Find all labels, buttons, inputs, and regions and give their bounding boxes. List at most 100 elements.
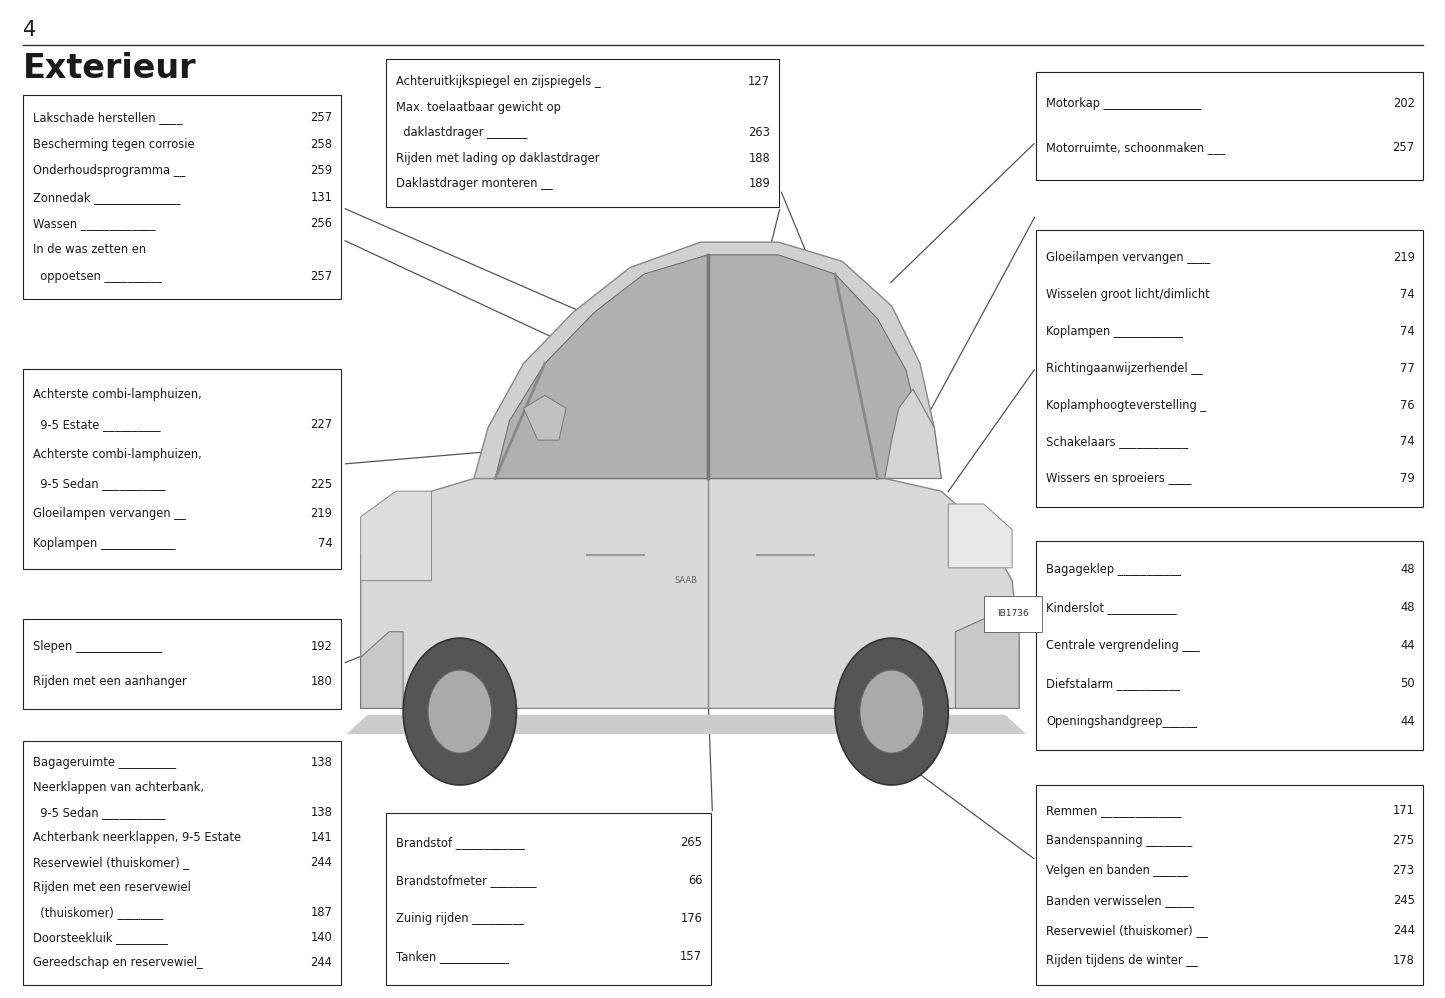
Text: Reservewiel (thuiskomer) _: Reservewiel (thuiskomer) _ (33, 856, 189, 869)
Text: 157: 157 (681, 949, 702, 963)
Text: 77: 77 (1400, 361, 1415, 375)
Text: Motorruimte, schoonmaken ___: Motorruimte, schoonmaken ___ (1046, 141, 1225, 155)
Text: 9-5 Sedan ___________: 9-5 Sedan ___________ (33, 477, 166, 491)
Text: 245: 245 (1393, 893, 1415, 907)
Text: Achteruitkijkspiegel en zijspiegels _: Achteruitkijkspiegel en zijspiegels _ (396, 75, 601, 88)
Text: In de was zetten en: In de was zetten en (33, 244, 146, 256)
Text: daklastdrager _______: daklastdrager _______ (396, 126, 527, 140)
Text: Motorkap _________________: Motorkap _________________ (1046, 97, 1202, 111)
Text: Wassen _____________: Wassen _____________ (33, 217, 156, 230)
Text: 227: 227 (311, 417, 332, 431)
Text: 244: 244 (1393, 923, 1415, 937)
Text: Schakelaars ____________: Schakelaars ____________ (1046, 435, 1188, 448)
Text: Banden verwisselen _____: Banden verwisselen _____ (1046, 893, 1194, 907)
Text: Velgen en banden ______: Velgen en banden ______ (1046, 863, 1188, 877)
Text: 66: 66 (688, 873, 702, 887)
Text: Richtingaanwijzerhendel __: Richtingaanwijzerhendel __ (1046, 361, 1202, 375)
Text: oppoetsen __________: oppoetsen __________ (33, 269, 162, 282)
FancyBboxPatch shape (23, 619, 341, 709)
Text: 48: 48 (1400, 563, 1415, 577)
Text: 141: 141 (311, 831, 332, 844)
Text: 219: 219 (1393, 251, 1415, 264)
Text: Achterste combi-lamphuizen,: Achterste combi-lamphuizen, (33, 447, 202, 461)
Text: 74: 74 (1400, 435, 1415, 448)
Text: 138: 138 (311, 806, 332, 819)
Text: Rijden met een reservewiel: Rijden met een reservewiel (33, 881, 191, 894)
FancyBboxPatch shape (23, 95, 341, 299)
Text: 258: 258 (311, 138, 332, 151)
Text: 4: 4 (23, 20, 36, 40)
Text: 178: 178 (1393, 953, 1415, 967)
Text: Brandstofmeter ________: Brandstofmeter ________ (396, 873, 536, 887)
Text: Tanken ____________: Tanken ____________ (396, 949, 509, 963)
Text: 259: 259 (311, 165, 332, 178)
FancyBboxPatch shape (1036, 541, 1423, 750)
Text: Slepen _______________: Slepen _______________ (33, 640, 162, 653)
Text: Zuinig rijden _________: Zuinig rijden _________ (396, 911, 525, 925)
Text: Rijden met lading op daklastdrager: Rijden met lading op daklastdrager (396, 152, 600, 165)
Text: Bandenspanning ________: Bandenspanning ________ (1046, 833, 1192, 847)
Text: Lakschade herstellen ____: Lakschade herstellen ____ (33, 112, 182, 125)
Text: Exterieur: Exterieur (23, 52, 197, 85)
Text: 140: 140 (311, 931, 332, 944)
Text: 74: 74 (1400, 288, 1415, 301)
Text: 219: 219 (311, 507, 332, 521)
Text: Max. toelaatbaar gewicht op: Max. toelaatbaar gewicht op (396, 101, 561, 114)
Text: Gereedschap en reservewiel_: Gereedschap en reservewiel_ (33, 956, 202, 969)
Text: Achterste combi-lamphuizen,: Achterste combi-lamphuizen, (33, 387, 202, 401)
Text: 138: 138 (311, 756, 332, 769)
Text: Doorsteekluik _________: Doorsteekluik _________ (33, 931, 168, 944)
Text: Reservewiel (thuiskomer) __: Reservewiel (thuiskomer) __ (1046, 923, 1208, 937)
FancyBboxPatch shape (23, 741, 341, 985)
Text: 263: 263 (749, 126, 770, 140)
Text: 171: 171 (1393, 803, 1415, 817)
Text: Remmen ______________: Remmen ______________ (1046, 803, 1182, 817)
Text: 9-5 Estate __________: 9-5 Estate __________ (33, 417, 160, 431)
Text: 225: 225 (311, 477, 332, 491)
Text: Kinderslot ____________: Kinderslot ____________ (1046, 601, 1176, 615)
Text: Koplampen ____________: Koplampen ____________ (1046, 325, 1183, 338)
FancyBboxPatch shape (386, 813, 711, 985)
Text: 44: 44 (1400, 715, 1415, 729)
Text: 79: 79 (1400, 472, 1415, 485)
Text: 131: 131 (311, 191, 332, 204)
Text: Bagageklep ___________: Bagageklep ___________ (1046, 563, 1181, 577)
Text: 244: 244 (311, 856, 332, 869)
FancyBboxPatch shape (386, 59, 779, 207)
Text: 189: 189 (749, 178, 770, 191)
Text: Centrale vergrendeling ___: Centrale vergrendeling ___ (1046, 639, 1199, 653)
Text: Brandstof ____________: Brandstof ____________ (396, 835, 525, 849)
Text: Rijden tijdens de winter __: Rijden tijdens de winter __ (1046, 953, 1198, 967)
Text: 256: 256 (311, 217, 332, 230)
Text: 44: 44 (1400, 639, 1415, 653)
Text: 273: 273 (1393, 863, 1415, 877)
Text: 9-5 Sedan ___________: 9-5 Sedan ___________ (33, 806, 166, 819)
Text: 76: 76 (1400, 398, 1415, 411)
Text: 257: 257 (311, 269, 332, 282)
Text: 50: 50 (1400, 677, 1415, 691)
Text: Wisselen groot licht/dimlicht: Wisselen groot licht/dimlicht (1046, 288, 1209, 301)
Text: Koplampen _____________: Koplampen _____________ (33, 537, 176, 551)
Text: Neerklappen van achterbank,: Neerklappen van achterbank, (33, 781, 204, 794)
Text: (thuiskomer) ________: (thuiskomer) ________ (33, 906, 163, 919)
Text: Daklastdrager monteren __: Daklastdrager monteren __ (396, 178, 552, 191)
Text: IB1736: IB1736 (997, 609, 1029, 619)
Text: 74: 74 (318, 537, 332, 551)
FancyBboxPatch shape (1036, 72, 1423, 180)
Text: 275: 275 (1393, 833, 1415, 847)
Text: 180: 180 (311, 675, 332, 688)
Text: Wissers en sproeiers ____: Wissers en sproeiers ____ (1046, 472, 1192, 485)
Text: Gloeilampen vervangen __: Gloeilampen vervangen __ (33, 507, 186, 521)
Text: 74: 74 (1400, 325, 1415, 338)
FancyBboxPatch shape (1036, 785, 1423, 985)
Text: 188: 188 (749, 152, 770, 165)
Text: 187: 187 (311, 906, 332, 919)
Text: Achterbank neerklappen, 9-5 Estate: Achterbank neerklappen, 9-5 Estate (33, 831, 241, 844)
Text: 244: 244 (311, 956, 332, 969)
Text: 257: 257 (1393, 141, 1415, 155)
Text: 48: 48 (1400, 601, 1415, 615)
Text: 127: 127 (749, 75, 770, 88)
Text: Rijden met een aanhanger: Rijden met een aanhanger (33, 675, 186, 688)
Text: Openingshandgreep______: Openingshandgreep______ (1046, 715, 1196, 729)
Text: 202: 202 (1393, 97, 1415, 111)
